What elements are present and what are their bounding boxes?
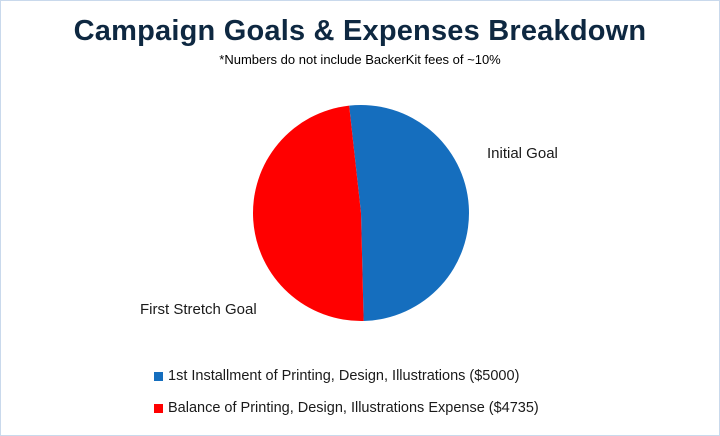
legend-item-initial: 1st Installment of Printing, Design, Ill… — [154, 366, 539, 386]
legend-swatch-red — [154, 403, 163, 413]
legend-label-balance: Balance of Printing, Design, Illustratio… — [168, 400, 539, 416]
pie-slice-initial-goal — [349, 105, 469, 321]
pie-slices — [252, 105, 469, 321]
legend-label-initial: 1st Installment of Printing, Design, Ill… — [168, 368, 520, 384]
pie-slice-first-stretch-goal — [252, 105, 364, 321]
legend-item-balance: Balance of Printing, Design, Illustratio… — [154, 398, 539, 418]
slice-label-first-stretch-goal: First Stretch Goal — [140, 301, 257, 318]
slice-label-initial-goal: Initial Goal — [487, 145, 558, 162]
legend: 1st Installment of Printing, Design, Ill… — [154, 366, 539, 430]
legend-swatch-blue — [154, 371, 163, 381]
chart-subtitle: *Numbers do not include BackerKit fees o… — [219, 52, 501, 67]
chart-title: Campaign Goals & Expenses Breakdown — [73, 15, 647, 47]
